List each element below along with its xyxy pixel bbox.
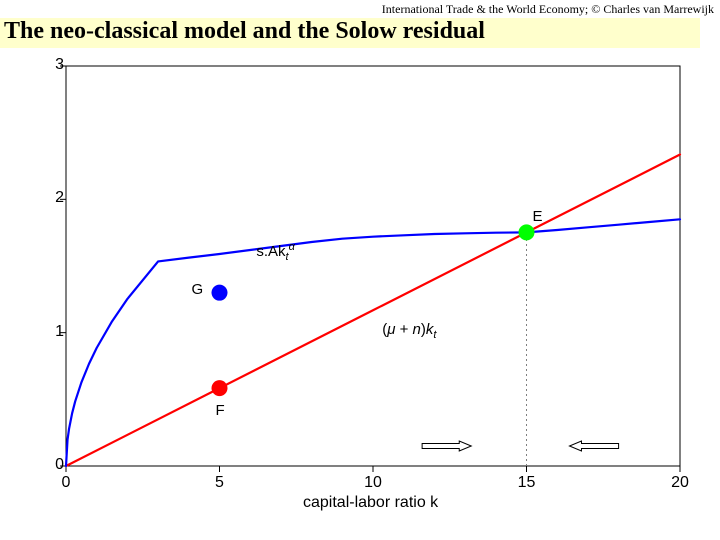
ytick-label: 2	[44, 189, 64, 207]
marker-label-E: E	[533, 208, 543, 225]
curve-annotation: s.Aktα	[256, 241, 295, 263]
xtick-label: 0	[54, 474, 78, 492]
xtick-label: 5	[208, 474, 232, 492]
ytick-label: 1	[44, 323, 64, 341]
header-copyright: International Trade & the World Economy;…	[382, 2, 714, 17]
marker-label-F: F	[216, 402, 225, 419]
curve-annotation: (μ + n)kt	[382, 321, 436, 341]
x-axis-title: capital-labor ratio k	[303, 494, 438, 512]
xtick-label: 20	[668, 474, 692, 492]
xtick-label: 15	[515, 474, 539, 492]
ytick-label: 0	[44, 456, 64, 474]
page-title: The neo-classical model and the Solow re…	[4, 18, 485, 45]
solow-chart: 0 1 2 3 0 5 10 15 20 capital-labor ratio k G F Es.Ak…	[20, 58, 700, 528]
xtick-label: 10	[361, 474, 385, 492]
ytick-label: 3	[44, 56, 64, 74]
marker-label-G: G	[192, 281, 204, 298]
